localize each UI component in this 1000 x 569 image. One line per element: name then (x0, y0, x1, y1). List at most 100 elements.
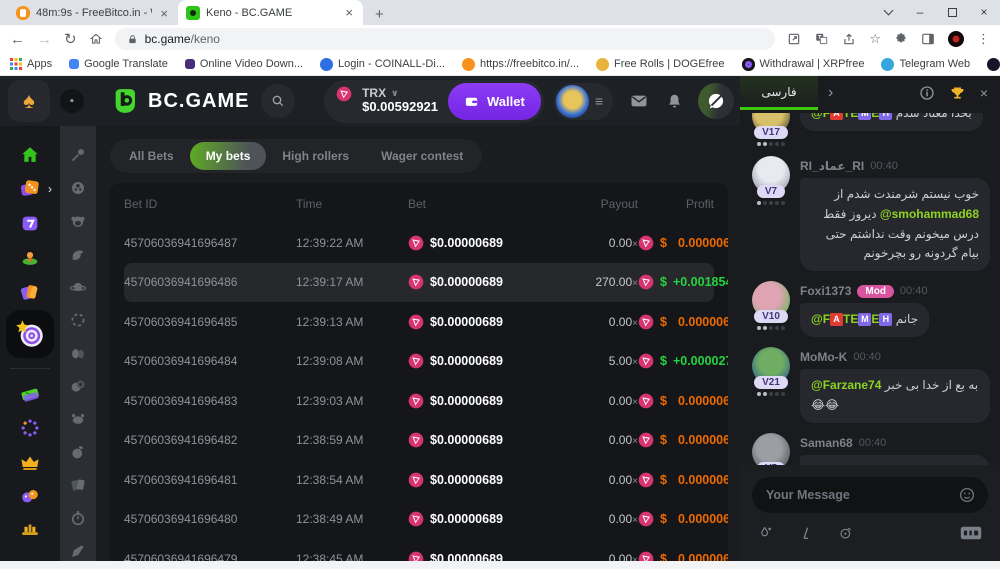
sidebar-item-promotions[interactable] (0, 274, 60, 308)
sidebar-item-keno-active[interactable] (0, 308, 60, 360)
minimize-button[interactable]: – (916, 5, 924, 19)
trophy-icon[interactable] (949, 85, 966, 102)
forward-icon[interactable]: → (37, 30, 52, 48)
collapse-menu-button[interactable]: ▪ (60, 89, 84, 113)
mention[interactable]: @Farzane74 (811, 377, 882, 392)
crab-game-icon[interactable] (69, 410, 87, 428)
saturn-game-icon[interactable] (69, 278, 87, 296)
chat-username[interactable]: Foxi1373 (800, 284, 852, 299)
chat-username[interactable]: MoMo-K (800, 349, 848, 364)
dashed-ring-game-icon[interactable] (69, 311, 87, 329)
bookmark-dogefree[interactable]: Free Rolls | DOGEfree (596, 57, 725, 71)
close-window-button[interactable]: × (980, 5, 988, 19)
chat-username[interactable]: Saman68 (800, 435, 853, 450)
sidebar-item-refer[interactable] (0, 479, 60, 513)
sidebar-item-bridge[interactable] (0, 513, 60, 547)
mail-icon[interactable] (629, 91, 649, 111)
search-button[interactable] (261, 84, 296, 118)
mention[interactable]: @F A TE M E H (811, 312, 893, 327)
bookmark-xrpfree[interactable]: Withdrawal | XRPfree (741, 57, 864, 71)
tab-all-bets[interactable]: All Bets (129, 149, 174, 163)
bookmark-coinall[interactable]: Login - COINALL-Di... (320, 57, 445, 71)
bookmark-online-video[interactable]: Online Video Down... (184, 58, 303, 70)
stopwatch-game-icon[interactable] (69, 509, 87, 527)
sidebar-item-lottery[interactable] (0, 377, 60, 411)
mention[interactable]: @smohammad68 (879, 206, 979, 221)
more-menu-icon[interactable]: ⋮ (977, 31, 990, 46)
sidebar-item-bcd-ring[interactable] (0, 411, 60, 445)
table-row[interactable]: 45706036941696479 12:38:45 AM $0.0000068… (124, 539, 728, 561)
profile-avatar[interactable] (948, 31, 964, 47)
bookmark-speedtest[interactable]: Speedtest by Ookla... (987, 57, 1000, 71)
eggs-game-icon[interactable] (69, 344, 87, 362)
ball-game-icon[interactable] (69, 179, 87, 197)
sidebar-item-vip[interactable] (0, 445, 60, 479)
dart-game-icon[interactable] (69, 542, 87, 560)
mention[interactable]: @F A TE M E H (811, 113, 893, 120)
wallet-button[interactable]: Wallet (448, 82, 541, 120)
cards-game-icon[interactable] (69, 476, 87, 494)
tab-close-icon[interactable]: × (345, 5, 353, 20)
table-row[interactable]: 45706036941696486 12:39:17 AM $0.0000068… (124, 262, 728, 302)
chat-toggle-button[interactable] (698, 83, 734, 119)
bomb-game-icon[interactable] (69, 443, 87, 461)
monkey-game-icon[interactable] (69, 212, 87, 230)
chevron-right-icon[interactable]: › (828, 84, 834, 101)
gif-keyboard-icon[interactable] (960, 525, 982, 541)
chat-language-tab[interactable]: فارسی (740, 76, 818, 110)
chat-rules-info-icon[interactable] (919, 85, 935, 101)
tab-search-icon[interactable] (872, 0, 904, 25)
sidebar-item-live-casino[interactable] (0, 240, 60, 274)
apps-shortcut[interactable]: Apps (10, 58, 52, 70)
chat-message-input[interactable] (752, 477, 988, 513)
tab-close-icon[interactable]: × (160, 5, 168, 21)
avatar[interactable] (752, 432, 790, 465)
table-row[interactable]: 45706036941696480 12:38:49 AM $0.0000068… (124, 500, 728, 540)
tab-my-bets[interactable]: My bets (189, 142, 267, 170)
bookmark-google-translate[interactable]: Google Translate (69, 58, 168, 70)
share-icon[interactable] (842, 32, 856, 46)
emoji-icon[interactable] (958, 486, 976, 504)
url-field[interactable]: bc.game/keno (114, 28, 776, 50)
sidebar-item-home[interactable] (0, 138, 60, 172)
open-in-new-icon[interactable] (787, 32, 801, 46)
mention[interactable]: @Behrooz68 (811, 464, 884, 465)
chat-username[interactable]: RI_عماد_RI (800, 159, 865, 173)
notifications-bell-icon[interactable] (665, 92, 684, 111)
comet-game-icon[interactable] (69, 146, 87, 164)
bird-game-icon[interactable] (69, 245, 87, 263)
rain-drop-icon[interactable] (758, 525, 774, 541)
bookmark-freebitco[interactable]: https://freebitco.in/... (461, 57, 579, 71)
home-icon[interactable] (89, 32, 103, 46)
translate-icon[interactable] (814, 32, 829, 46)
casino-spade-button[interactable]: ♠ (8, 80, 50, 122)
coins-game-icon[interactable] (69, 377, 87, 395)
sidebar-item-dice[interactable]: › (0, 172, 60, 206)
sidebar-item-slots[interactable] (0, 206, 60, 240)
table-row[interactable]: 45706036941696482 12:38:59 AM $0.0000068… (124, 421, 728, 461)
slash-command-icon[interactable] (798, 525, 814, 541)
table-row[interactable]: 45706036941696484 12:39:08 AM $0.0000068… (124, 342, 728, 382)
bookmark-telegram[interactable]: Telegram Web (881, 57, 970, 71)
profile-menu[interactable]: ≡ (553, 82, 613, 120)
bcgame-logo[interactable]: BC.GAME (110, 86, 249, 116)
side-panel-icon[interactable] (921, 32, 935, 46)
currency-selector[interactable]: TRX ∨ $0.00592921 (362, 86, 438, 116)
bookmark-star-icon[interactable]: ☆ (869, 31, 881, 46)
extensions-icon[interactable] (894, 32, 908, 46)
table-row[interactable]: 45706036941696481 12:38:54 AM $0.0000068… (124, 460, 728, 500)
browser-tab-keno[interactable]: Keno - BC.GAME × (178, 0, 363, 25)
browser-tab-freebitco[interactable]: 48m:9s - FreeBitco.in - Win free b × (8, 1, 178, 25)
user-avatar (555, 84, 589, 118)
reload-icon[interactable]: ↻ (64, 30, 77, 48)
maximize-button[interactable] (936, 0, 968, 25)
tab-high-rollers[interactable]: High rollers (282, 149, 350, 163)
back-icon[interactable]: ← (10, 30, 25, 48)
coin-drop-icon[interactable] (838, 525, 854, 541)
chat-close-icon[interactable]: × (979, 85, 988, 101)
table-row[interactable]: 45706036941696485 12:39:13 AM $0.0000068… (124, 302, 728, 342)
table-row[interactable]: 45706036941696487 12:39:22 AM $0.0000068… (124, 223, 728, 263)
tab-wager-contest[interactable]: Wager contest (381, 149, 464, 163)
table-row[interactable]: 45706036941696483 12:39:03 AM $0.0000068… (124, 381, 728, 421)
new-tab-button[interactable]: + (375, 6, 384, 23)
